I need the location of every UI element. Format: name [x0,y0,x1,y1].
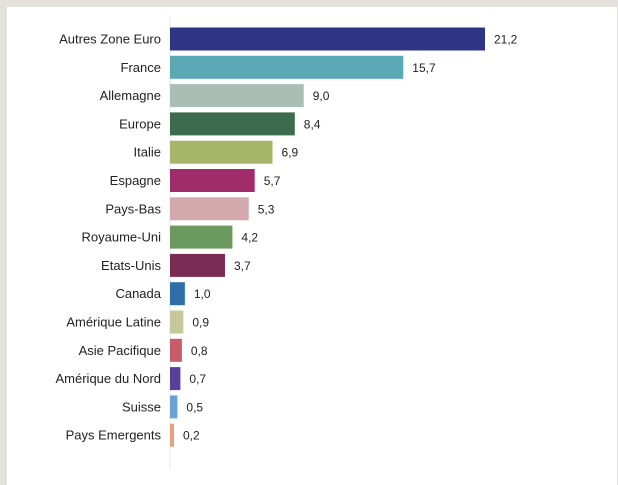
value-label: 5,3 [258,202,275,216]
category-label: Etats-Unis [101,258,161,273]
value-label: 6,9 [282,146,299,160]
category-label: Pays-Bas [105,201,161,216]
bar [170,338,182,362]
value-label: 8,4 [304,117,321,131]
value-label: 5,7 [264,174,281,188]
bar [170,27,485,51]
value-label: 21,2 [494,33,518,47]
category-label: Amérique Latine [66,315,161,330]
bar [170,423,174,447]
category-label: Canada [115,286,161,301]
category-label: Royaume-Uni [82,230,162,245]
category-label: Espagne [110,173,161,188]
bar [170,253,225,277]
bar [170,197,249,221]
value-label: 9,0 [313,89,330,103]
value-label: 15,7 [412,61,436,75]
bar [170,55,404,79]
category-label: Europe [119,116,161,131]
chart-panel: Autres Zone Euro 21,2 France 15,7 Allemagne 9… [7,7,617,485]
category-label: France [121,60,161,75]
value-label: 0,8 [191,344,208,358]
bar [170,84,304,108]
category-label: Suisse [122,399,161,414]
bar [170,282,185,306]
value-label: 3,7 [234,259,251,273]
bar [170,395,178,419]
value-label: 0,5 [186,400,203,414]
value-label: 0,9 [192,316,209,330]
category-label: Asie Pacifique [79,343,161,358]
category-label: Amérique du Nord [56,371,162,386]
bar-chart: Autres Zone Euro 21,2 France 15,7 Allemagne 9… [56,17,518,469]
bars-group: Autres Zone Euro 21,2 France 15,7 Allemagne 9… [56,27,518,447]
bar [170,367,181,391]
bar [170,225,233,249]
bar [170,140,273,164]
value-label: 4,2 [241,231,258,245]
category-label: Autres Zone Euro [59,32,161,47]
bar [170,169,255,192]
value-label: 0,7 [189,372,206,386]
category-label: Italie [134,145,161,160]
category-label: Pays Emergents [66,428,162,443]
bar [170,310,184,334]
value-label: 1,0 [194,287,211,301]
bar [170,112,295,136]
category-label: Allemagne [100,88,161,103]
value-label: 0,2 [183,429,200,443]
